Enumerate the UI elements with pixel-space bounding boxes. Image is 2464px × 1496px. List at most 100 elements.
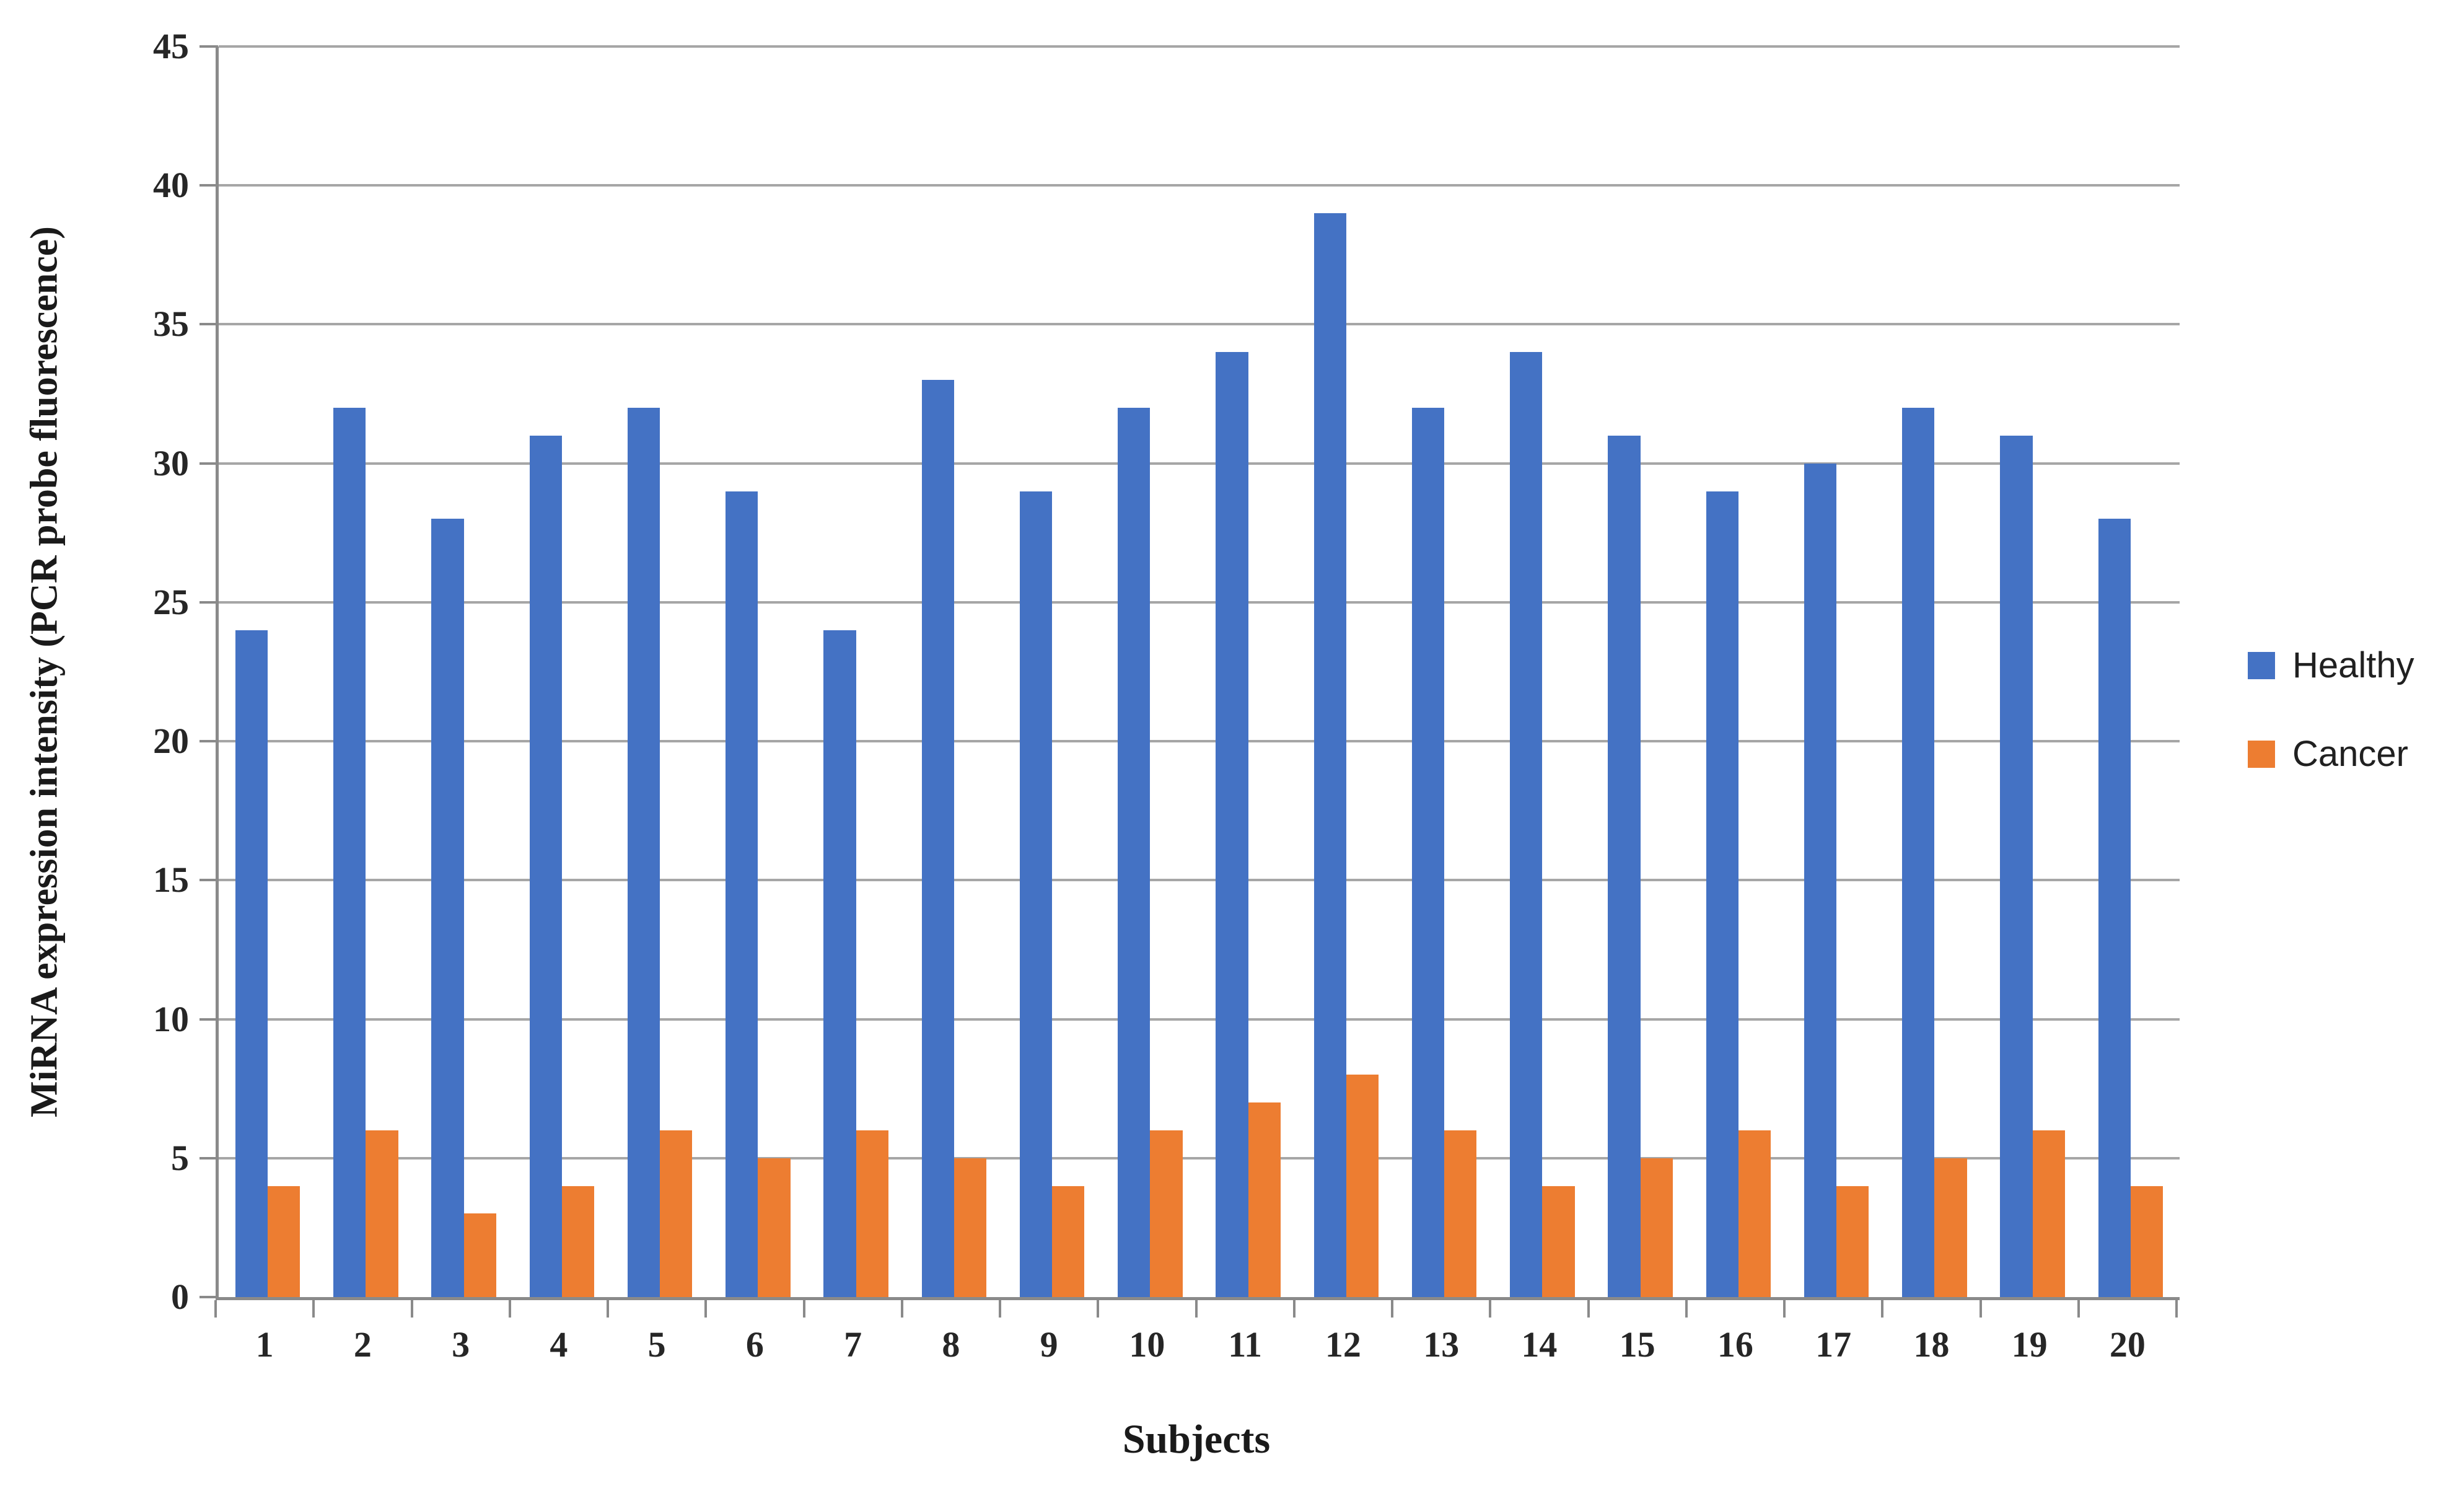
bar-group-subject-11 <box>1199 46 1297 1297</box>
bar-healthy-subject-20 <box>2098 519 2131 1297</box>
gridline-y-5 <box>219 1156 2180 1159</box>
y-tick-mark-35 <box>199 323 218 326</box>
bar-group-subject-10 <box>1101 46 1199 1297</box>
legend-marker-healthy <box>2248 651 2275 679</box>
bar-healthy-subject-5 <box>627 407 660 1297</box>
gridline-y-30 <box>219 462 2180 465</box>
y-tick-mark-30 <box>199 462 218 465</box>
x-tick-mark-3 <box>508 1300 511 1318</box>
bars-layer <box>219 46 2180 1297</box>
bar-healthy-subject-6 <box>726 491 758 1297</box>
bar-group-subject-16 <box>1690 46 1787 1297</box>
bar-cancer-subject-10 <box>1150 1130 1183 1297</box>
bar-cancer-subject-4 <box>561 1186 595 1297</box>
gridline-y-40 <box>219 184 2180 187</box>
bar-cancer-subject-12 <box>1346 1075 1379 1297</box>
gridline-y-35 <box>219 323 2180 326</box>
bar-cancer-subject-7 <box>856 1130 888 1297</box>
bar-healthy-subject-17 <box>1804 463 1837 1297</box>
x-tick-label-14: 14 <box>1521 1324 1558 1365</box>
y-tick-label-45: 45 <box>153 26 189 66</box>
legend: Healthy Cancer <box>2248 645 2414 822</box>
bar-cancer-subject-17 <box>1836 1186 1869 1297</box>
bar-group-subject-12 <box>1297 46 1395 1297</box>
legend-entry-cancer: Cancer <box>2248 733 2414 775</box>
x-tick-label-5: 5 <box>647 1324 666 1365</box>
bar-cancer-subject-16 <box>1738 1130 1771 1297</box>
x-tick-label-11: 11 <box>1228 1324 1263 1365</box>
x-tick-label-19: 19 <box>2011 1324 2048 1365</box>
y-tick-mark-25 <box>199 601 218 604</box>
bar-group-subject-15 <box>1592 46 1690 1297</box>
legend-marker-cancer <box>2248 740 2275 768</box>
x-tick-label-3: 3 <box>452 1324 470 1365</box>
x-tick-label-18: 18 <box>1913 1324 1950 1365</box>
bar-group-subject-20 <box>2082 46 2180 1297</box>
y-tick-label-25: 25 <box>153 581 189 622</box>
bar-healthy-subject-4 <box>529 435 562 1297</box>
y-tick-label-30: 30 <box>153 442 189 483</box>
x-tick-label-4: 4 <box>550 1324 568 1365</box>
y-axis-title: MiRNA expression intensity (PCR probe fl… <box>23 226 66 1117</box>
bar-healthy-subject-1 <box>235 630 268 1297</box>
x-tick-mark-19 <box>2077 1300 2080 1318</box>
x-tick-mark-20 <box>2175 1300 2178 1318</box>
bar-healthy-subject-19 <box>2000 435 2033 1297</box>
y-tick-label-40: 40 <box>153 165 189 206</box>
bar-group-subject-4 <box>513 46 611 1297</box>
bar-group-subject-2 <box>317 46 414 1297</box>
x-tick-mark-10 <box>1195 1300 1198 1318</box>
x-tick-label-17: 17 <box>1815 1324 1852 1365</box>
bar-cancer-subject-20 <box>2130 1186 2164 1297</box>
bar-healthy-subject-10 <box>1118 407 1151 1297</box>
bar-healthy-subject-15 <box>1608 435 1641 1297</box>
x-tick-label-6: 6 <box>745 1324 764 1365</box>
bar-group-subject-9 <box>1003 46 1101 1297</box>
bar-cancer-subject-8 <box>954 1158 987 1297</box>
bar-group-subject-17 <box>1787 46 1885 1297</box>
bar-group-subject-19 <box>1984 46 2082 1297</box>
bar-healthy-subject-18 <box>1902 407 1935 1297</box>
y-tick-label-10: 10 <box>153 998 189 1039</box>
y-tick-label-35: 35 <box>153 304 189 345</box>
x-tick-label-12: 12 <box>1325 1324 1361 1365</box>
bar-group-subject-5 <box>611 46 709 1297</box>
y-tick-label-15: 15 <box>153 860 189 900</box>
x-tick-mark-13 <box>1489 1300 1492 1318</box>
bar-cancer-subject-2 <box>366 1130 398 1297</box>
x-tick-mark-2 <box>410 1300 413 1318</box>
y-tick-mark-0 <box>199 1296 218 1298</box>
x-tick-mark-18 <box>1979 1300 1982 1318</box>
bar-healthy-subject-3 <box>431 519 464 1297</box>
bar-cancer-subject-6 <box>758 1158 791 1297</box>
gridline-y-10 <box>219 1018 2180 1021</box>
y-tick-label-20: 20 <box>153 721 189 762</box>
x-tick-mark-0 <box>214 1300 217 1318</box>
bar-healthy-subject-2 <box>333 407 366 1297</box>
bar-cancer-subject-9 <box>1052 1186 1085 1297</box>
gridline-y-20 <box>219 740 2180 743</box>
y-tick-label-5: 5 <box>171 1137 189 1178</box>
x-tick-mark-7 <box>900 1300 903 1318</box>
bar-group-subject-1 <box>219 46 317 1297</box>
x-tick-mark-16 <box>1783 1300 1786 1318</box>
x-tick-label-8: 8 <box>942 1324 960 1365</box>
x-tick-mark-15 <box>1685 1300 1688 1318</box>
bar-cancer-subject-5 <box>660 1130 693 1297</box>
x-tick-mark-17 <box>1881 1300 1884 1318</box>
y-tick-label-0: 0 <box>171 1277 189 1317</box>
x-tick-mark-12 <box>1391 1300 1393 1318</box>
x-tick-mark-1 <box>312 1300 315 1318</box>
bar-cancer-subject-18 <box>1934 1158 1967 1297</box>
gridline-y-25 <box>219 601 2180 604</box>
bar-cancer-subject-19 <box>2032 1130 2065 1297</box>
bar-healthy-subject-16 <box>1706 491 1738 1297</box>
bar-cancer-subject-14 <box>1542 1186 1575 1297</box>
x-tick-label-15: 15 <box>1619 1324 1655 1365</box>
bar-healthy-subject-7 <box>823 630 856 1297</box>
bar-group-subject-8 <box>905 46 1003 1297</box>
bar-cancer-subject-3 <box>463 1213 496 1297</box>
y-tick-mark-20 <box>199 740 218 743</box>
bar-group-subject-13 <box>1395 46 1493 1297</box>
plot-area <box>216 45 2180 1300</box>
